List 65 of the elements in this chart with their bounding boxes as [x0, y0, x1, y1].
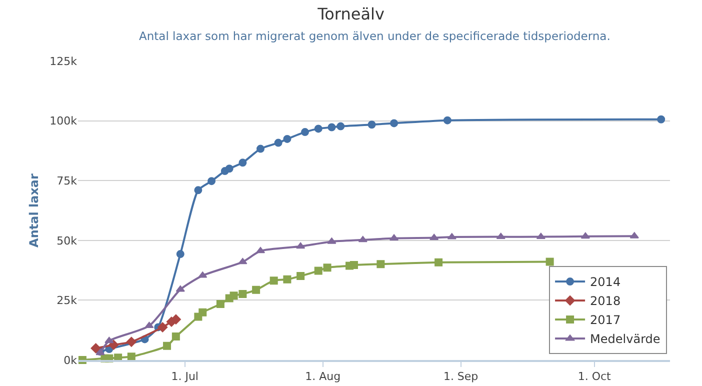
y-tick-label: 75k — [56, 174, 78, 188]
legend-label: 2014 — [590, 275, 621, 290]
point — [323, 264, 332, 272]
point — [657, 115, 666, 124]
y-tick-label: 50k — [56, 234, 78, 248]
point — [163, 342, 172, 350]
x-tick-label: 1. Oct — [578, 370, 612, 384]
point — [104, 336, 114, 344]
point — [376, 260, 385, 268]
point — [127, 352, 136, 361]
chart-title: Torneälv — [316, 4, 384, 24]
point — [580, 232, 590, 239]
point — [176, 285, 185, 292]
point — [238, 158, 247, 167]
point — [144, 322, 154, 328]
legend-label: 2018 — [590, 294, 621, 308]
point — [176, 250, 184, 258]
point — [434, 258, 443, 266]
point — [194, 186, 202, 194]
point — [296, 242, 306, 249]
point — [198, 308, 207, 316]
point — [390, 119, 398, 128]
point — [283, 275, 292, 284]
point — [496, 232, 506, 240]
point — [126, 336, 136, 347]
chart-subtitle: Antal laxar som har migrerat genom älven under de specificerade tidsperioderna. — [139, 29, 610, 43]
point — [443, 116, 452, 124]
x-tick-label: 1. Aug — [305, 370, 341, 384]
y-tick-label: 100k — [50, 114, 78, 128]
point — [208, 177, 216, 186]
point — [368, 120, 376, 129]
point — [238, 290, 247, 298]
point — [314, 124, 322, 133]
point — [358, 236, 368, 242]
point — [350, 261, 358, 270]
point — [430, 234, 439, 240]
legend-label: 2017 — [590, 313, 621, 328]
y-tick-label: 25k — [56, 294, 78, 308]
point — [546, 258, 554, 266]
point — [283, 134, 292, 143]
point — [172, 332, 180, 341]
point — [274, 138, 282, 147]
legend-label: Medelvärde — [590, 332, 660, 346]
point — [158, 322, 168, 332]
point — [256, 246, 266, 254]
point — [90, 343, 101, 354]
point — [256, 144, 264, 153]
point — [238, 258, 248, 264]
point — [230, 292, 238, 300]
point — [108, 340, 119, 350]
point — [536, 232, 546, 240]
point — [296, 272, 305, 280]
point — [336, 122, 345, 130]
y-tick-label: 125k — [50, 54, 78, 68]
x-tick-label: 1. Sep — [443, 370, 478, 384]
point — [270, 276, 278, 285]
point — [301, 128, 310, 136]
y-axis-title: Antal laxar — [26, 173, 41, 248]
y-tick-label: 0k — [64, 354, 78, 367]
point — [328, 123, 336, 132]
point — [252, 286, 260, 294]
point — [225, 164, 234, 173]
point — [314, 266, 322, 275]
point — [216, 300, 224, 308]
x-tick-label: 1. Jul — [171, 370, 198, 384]
